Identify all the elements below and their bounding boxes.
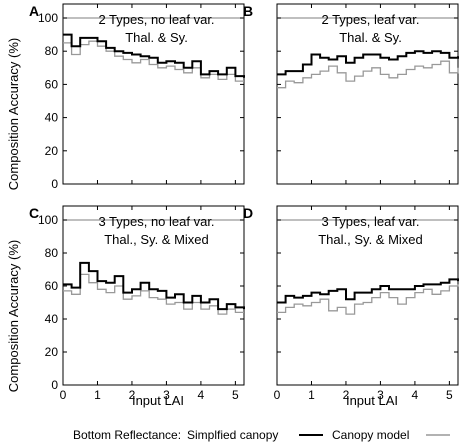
x-tick-label: 4: [412, 388, 419, 402]
series-line-simplified-canopy: [277, 278, 459, 304]
chart-panel-d: 0 1 2 3 4 5 D 3 Types, leaf var. Thal., Sy. & Mi…: [243, 205, 459, 402]
series-line-simplified-canopy: [277, 50, 459, 76]
series-line-simplified-canopy: [63, 33, 245, 78]
y-tick-label: 80: [45, 44, 59, 58]
legend: Bottom Reflectance: Simplfied canopy Can…: [73, 428, 450, 442]
y-tick-label: 100: [38, 11, 58, 25]
y-tick-label: 60: [45, 77, 59, 91]
series-line-canopy-model: [277, 60, 459, 89]
panel-letter: C: [29, 205, 39, 221]
chart-panel-c: 0 20 40 60 80 100 0 1 2 3 4 5 C 3 Types, no leaf var.…: [29, 205, 245, 402]
y-tick-label: 0: [51, 177, 58, 191]
x-tick-label: 1: [94, 388, 101, 402]
panel-subtitle: Thal., Sy. & Mixed: [318, 232, 423, 247]
series-line-canopy-model: [63, 273, 244, 315]
y-tick-label: 20: [45, 345, 59, 359]
x-tick-label: 2: [129, 388, 136, 402]
panel-frame: [62, 205, 245, 386]
y-tick-label: 0: [51, 378, 58, 392]
series-line-canopy-model: [277, 284, 459, 315]
x-tick-label: 3: [163, 388, 170, 402]
x-tick-label: 2: [343, 388, 350, 402]
x-tick-label: 0: [274, 388, 281, 402]
panel-subtitle: Thal., Sy. & Mixed: [104, 232, 209, 247]
y-tick-label: 40: [45, 312, 59, 326]
chart-panel-b: B 2 Types, leaf var. Thal. & Sy.: [243, 3, 459, 185]
panel-letter: D: [243, 205, 253, 221]
legend-label-canopy: Canopy model: [332, 428, 409, 442]
x-tick-label: 4: [198, 388, 205, 402]
panel-subtitle: Thal. & Sy.: [339, 30, 402, 45]
panel-frame: [62, 3, 245, 185]
panel-title: 3 Types, no leaf var.: [98, 214, 214, 229]
series-line-canopy-model: [63, 40, 244, 82]
panel-frame: [276, 205, 459, 386]
y-axis-label-top: Composition Accuracy (%): [6, 38, 21, 190]
x-tick-label: 0: [60, 388, 67, 402]
panel-letter: A: [29, 3, 39, 19]
y-axis-label-bottom: Composition Accuracy (%): [6, 240, 21, 392]
x-tick-label: 5: [232, 388, 239, 402]
series-line-simplified-canopy: [63, 261, 245, 311]
x-axis-label-right: Input LAI: [346, 393, 398, 408]
panel-title: 2 Types, leaf var.: [321, 12, 419, 27]
legend-prefix: Bottom Reflectance:: [73, 428, 181, 442]
panel-subtitle: Thal. & Sy.: [125, 30, 188, 45]
y-tick-label: 100: [38, 213, 58, 227]
y-tick-label: 40: [45, 111, 59, 125]
x-tick-label: 3: [377, 388, 384, 402]
panel-frame: [276, 3, 459, 185]
panel-title: 2 Types, no leaf var.: [98, 12, 214, 27]
y-tick-label: 60: [45, 279, 59, 293]
x-tick-label: 5: [446, 388, 453, 402]
x-tick-label: 1: [308, 388, 315, 402]
panel-title: 3 Types, leaf var.: [321, 214, 419, 229]
panel-letter: B: [243, 3, 253, 19]
y-tick-label: 80: [45, 246, 59, 260]
x-axis-label-left: Input LAI: [132, 393, 184, 408]
legend-label-simplified: Simplfied canopy: [187, 428, 278, 442]
y-tick-label: 20: [45, 144, 59, 158]
